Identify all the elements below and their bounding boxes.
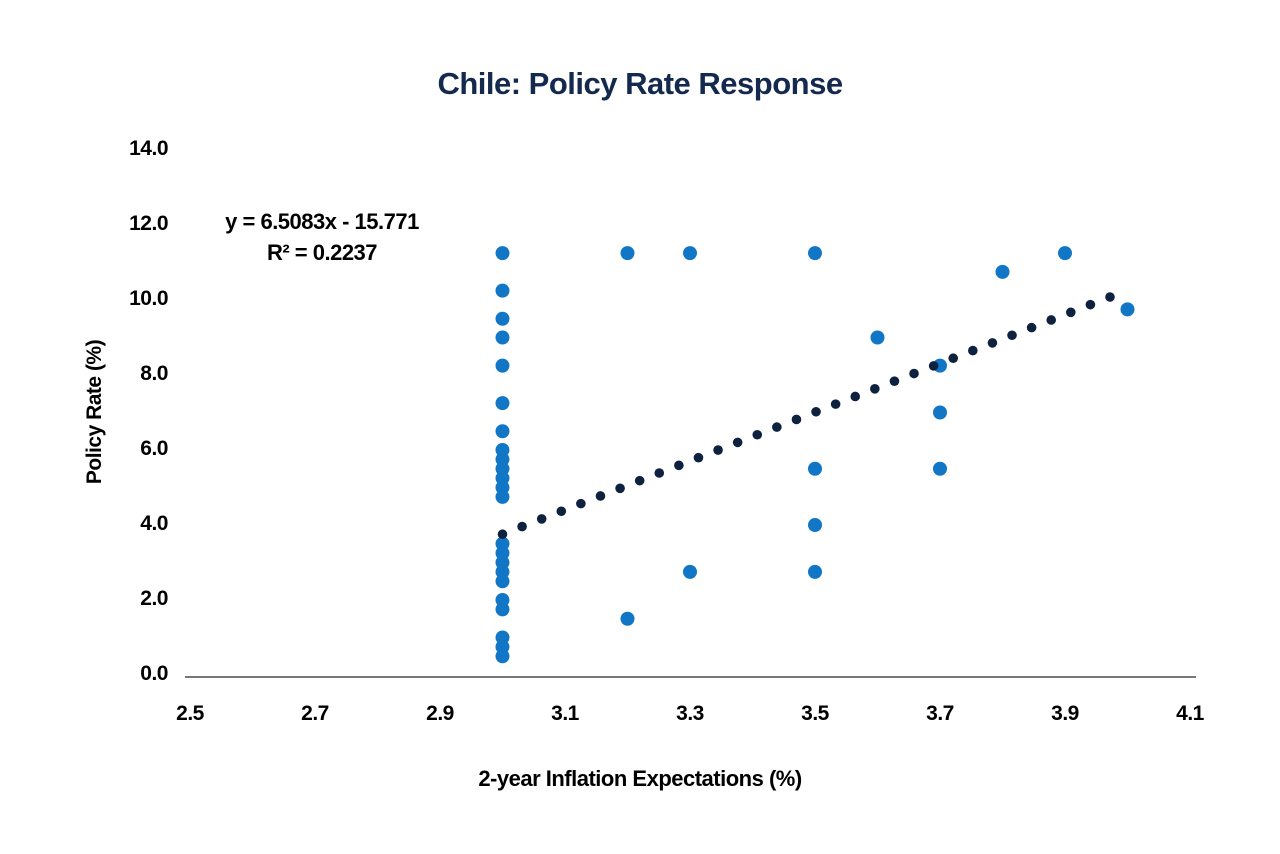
y-tick-label: 10.0 [129,287,168,310]
x-tick-label: 2.7 [301,702,329,725]
trendline-dot [791,414,802,425]
scatter-point [620,246,635,261]
y-tick-label: 2.0 [140,587,168,610]
trendline-dot [968,345,978,356]
scatter-point [933,405,947,420]
trendline-dot [850,391,861,402]
y-tick-label: 4.0 [140,512,168,535]
trendline-dot [497,529,508,540]
scatter-point [495,396,510,411]
trendline-dot [634,475,645,486]
trendline-dot [517,521,527,532]
trendline-dot [1085,299,1096,310]
scatter-point [620,611,635,626]
trendline-dot [948,353,959,364]
y-tick-label: 6.0 [140,437,168,460]
trendline-dot [752,429,763,440]
scatter-point [808,461,822,476]
x-tick-label: 3.5 [801,702,829,725]
trendline-dot [1026,322,1037,333]
trendline-dot [928,361,939,371]
scatter-point [808,564,822,579]
scatter-point [683,246,697,261]
trendline-dot [1046,315,1057,325]
y-tick-label: 0.0 [140,662,168,685]
scatter-point [495,283,510,298]
trendline-dot [830,399,841,409]
x-tick-label: 3.7 [926,702,954,725]
trendline-dot [654,468,665,478]
trendline-dot [987,338,998,348]
trendline-dot [595,491,606,501]
scatter-point [495,330,510,345]
scatter-point [683,564,697,579]
chart-title: Chile: Policy Rate Response [437,66,843,101]
scatter-point [495,358,510,373]
trendline-dot [772,422,782,432]
trendline-dot [732,437,743,448]
x-tick-label: 3.3 [676,702,704,725]
scatter-point [495,311,510,326]
trendline-dot [811,406,821,417]
trendline-dot [713,445,723,455]
trendline-annotation: y = 6.5083x - 15.771 R² = 0.2237 [122,206,522,268]
x-tick-label: 3.1 [551,702,579,725]
scatter-point [495,489,510,504]
scatter-point [995,264,1010,279]
scatter-point [808,246,822,261]
trendline-dot [556,506,567,517]
scatter-point [495,649,510,664]
trendline-dot [693,452,704,463]
trendline-dot [536,514,547,524]
r-squared-value: R² = 0.2237 [266,240,378,265]
trendline-dot [909,368,919,379]
scatter-point [933,461,947,476]
x-tick-label: 2.5 [176,702,204,725]
trendline-dot [889,376,900,386]
y-tick-label: 12.0 [129,212,168,235]
trendline-dot [576,498,586,509]
scatter-point [1058,246,1072,261]
trendline-equation: y = 6.5083x - 15.771 [225,209,419,234]
scatter-point [495,246,510,261]
scatter-point [495,574,510,589]
scatter-point [808,518,822,532]
trendline-dot [674,460,684,471]
x-tick-label: 4.1 [1176,702,1204,725]
scatter-point [495,424,510,439]
trendline-dot [1105,292,1115,302]
trendline-dot [1066,307,1076,318]
trendline-dot [615,483,625,494]
y-tick-label: 14.0 [129,137,168,160]
scatter-point [1120,302,1135,317]
y-tick-label: 8.0 [140,362,168,385]
trendline-dot [1007,330,1017,341]
scatter-point [495,602,510,617]
x-tick-label: 3.9 [1051,702,1079,725]
scatter-point [870,330,885,345]
trendline-dot [870,384,880,394]
x-tick-label: 2.9 [426,702,454,725]
x-axis-title: 2-year Inflation Expectations (%) [478,766,802,791]
